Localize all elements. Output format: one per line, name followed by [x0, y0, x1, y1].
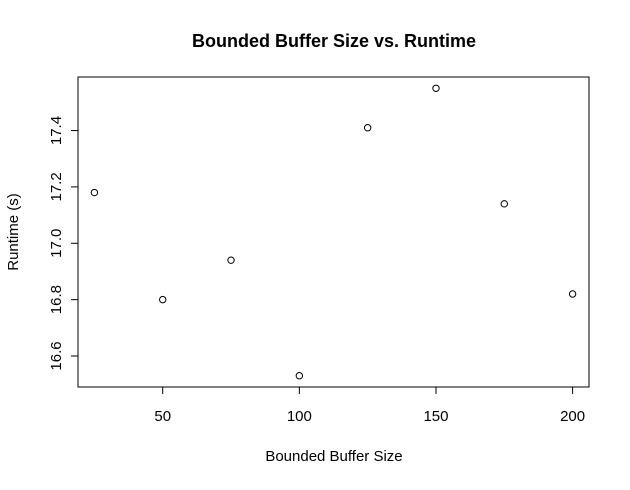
y-tick-label: 17.0 [48, 229, 65, 258]
points-layer [90, 84, 577, 380]
data-point [90, 188, 99, 197]
chart-title: Bounded Buffer Size vs. Runtime [192, 31, 476, 51]
x-tick-label: 100 [287, 408, 312, 425]
x-axis-label: Bounded Buffer Size [265, 448, 402, 465]
x-tick-label: 150 [423, 408, 448, 425]
data-point [295, 372, 304, 380]
y-tick-label: 17.2 [48, 172, 65, 201]
x-axis: 50 100 150 200 [154, 386, 585, 425]
y-axis: 16.6 16.8 17.0 17.2 17.4 [48, 116, 79, 371]
x-tick-label: 50 [154, 408, 171, 425]
y-tick-label: 16.8 [48, 285, 65, 314]
data-point [500, 200, 508, 208]
data-point [568, 290, 577, 298]
x-tick-label: 200 [560, 408, 585, 425]
y-tick-label: 17.4 [48, 116, 65, 145]
data-point [432, 84, 440, 92]
data-point [159, 295, 167, 304]
data-point [363, 124, 372, 132]
y-axis-label: Runtime (s) [5, 193, 22, 271]
y-tick-label: 16.6 [48, 341, 65, 370]
data-point [227, 256, 235, 264]
